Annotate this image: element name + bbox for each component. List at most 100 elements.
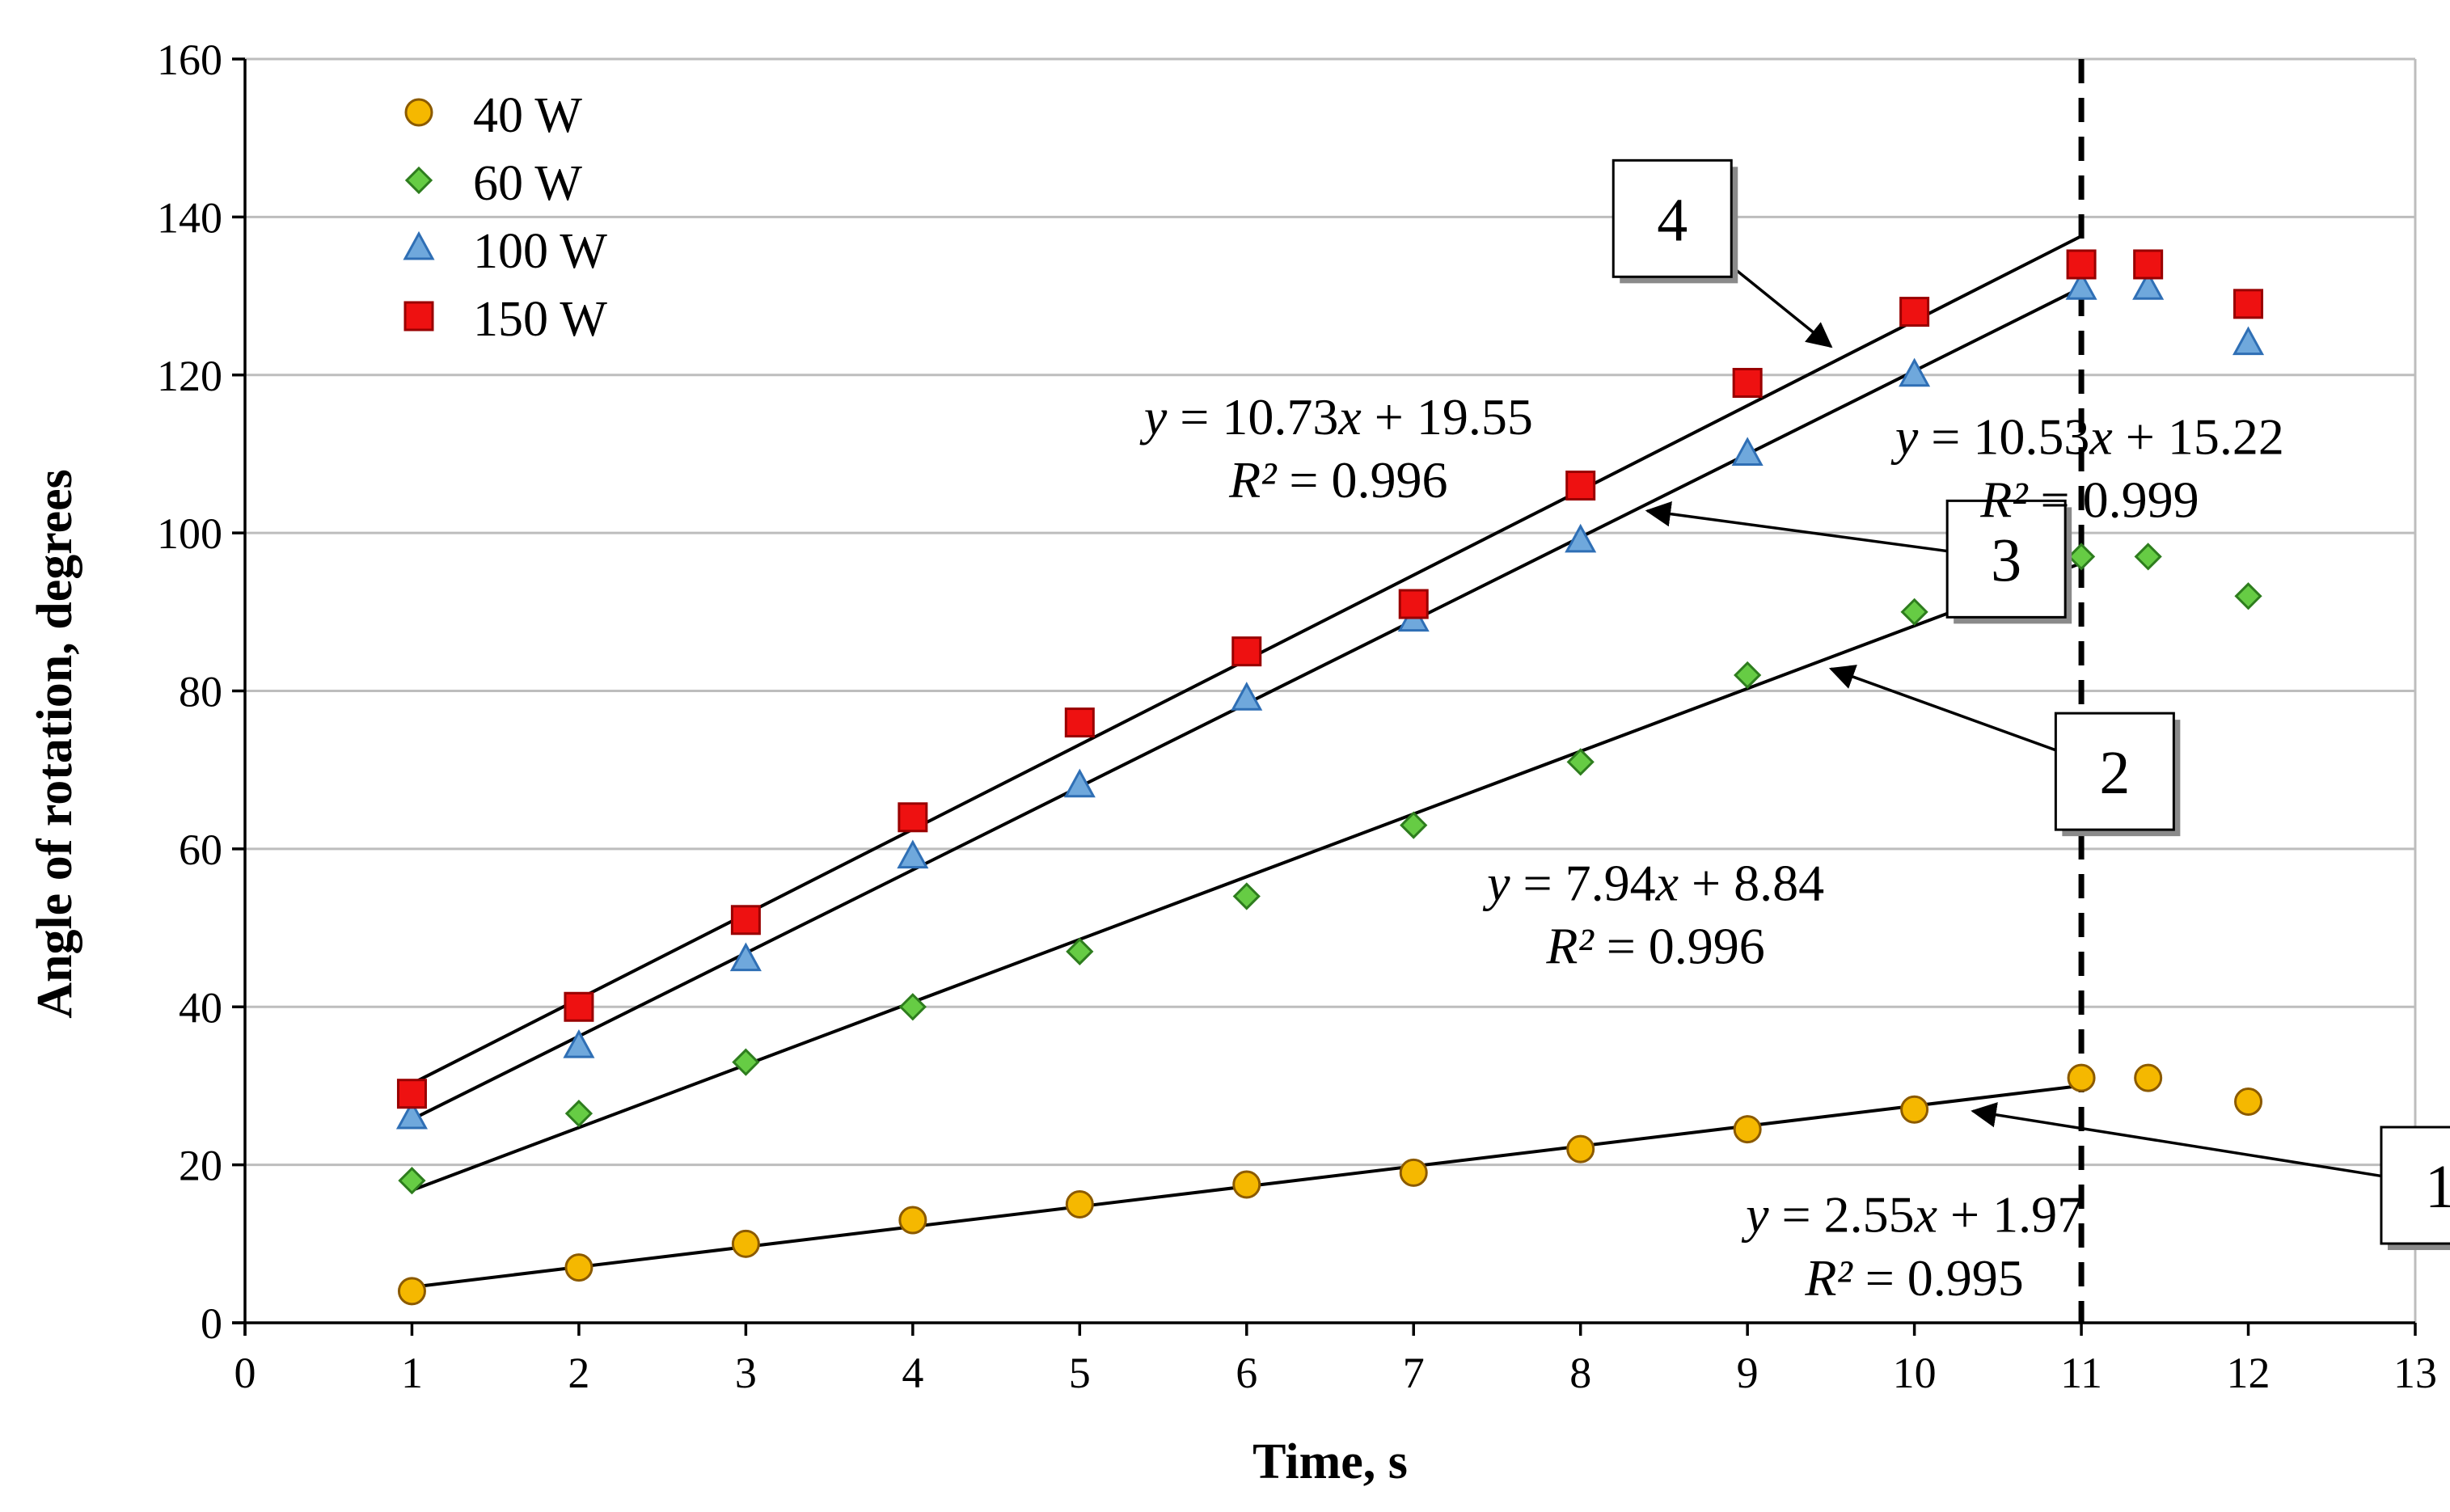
y-tick-label: 140 xyxy=(157,193,222,242)
data-point xyxy=(1899,297,1930,327)
data-point xyxy=(729,942,762,972)
legend-label: 40 W xyxy=(473,88,582,143)
y-tick-label: 40 xyxy=(179,983,222,1032)
equation-y: y xyxy=(1741,1186,1769,1244)
legend-marker xyxy=(404,98,433,127)
data-point xyxy=(1232,882,1261,910)
x-tick-label: 4 xyxy=(902,1349,923,1397)
equation-y: y xyxy=(1482,854,1510,911)
equation-slope: = 10.53 xyxy=(1918,408,2089,465)
data-point xyxy=(1399,1158,1428,1187)
data-point xyxy=(1732,368,1763,399)
data-point xyxy=(731,1229,760,1258)
equation-intercept: + 19.55 xyxy=(1362,388,1533,446)
y-tick-label: 0 xyxy=(201,1299,222,1348)
x-tick-label: 10 xyxy=(1893,1349,1937,1397)
series-150w xyxy=(396,249,2264,1109)
legend-label: 100 W xyxy=(473,224,607,279)
callout-arrow xyxy=(1730,264,1833,348)
equation-intercept: + 1.97 xyxy=(1937,1186,2083,1244)
data-point xyxy=(564,1100,593,1128)
data-point xyxy=(1734,661,1762,690)
legend: 40 W 60 W 100 W 150 W xyxy=(403,88,607,347)
fit-equation: y = 10.73x + 19.55 xyxy=(1139,388,1533,446)
fit-equation: y = 10.53x + 15.22 xyxy=(1890,408,2284,465)
data-point xyxy=(2067,1063,2096,1092)
callout-box xyxy=(1945,499,2067,619)
x-tick-label: 8 xyxy=(1569,1349,1591,1397)
data-point xyxy=(564,1253,593,1282)
data-point xyxy=(2134,1063,2163,1092)
fit-equation: y = 7.94x + 8.84 xyxy=(1482,854,1824,911)
data-point xyxy=(1232,1170,1261,1199)
data-point xyxy=(898,802,928,833)
grid-lines xyxy=(245,57,2417,1323)
equation-intercept: + 15.22 xyxy=(2113,408,2284,465)
x-tick-label: 13 xyxy=(2393,1349,2437,1397)
data-point xyxy=(1566,748,1595,776)
legend-label: 60 W xyxy=(473,156,582,211)
x-tick-label: 3 xyxy=(735,1349,757,1397)
y-tick-label: 20 xyxy=(179,1142,222,1190)
data-point xyxy=(2067,543,2096,571)
y-tick-label: 160 xyxy=(157,36,222,84)
x-tick-label: 9 xyxy=(1737,1349,1759,1397)
equation-x: x xyxy=(1337,388,1361,446)
series-100w xyxy=(395,271,2265,1130)
fit-equation: y = 2.55x + 1.97 xyxy=(1741,1186,2083,1244)
x-tick-label: 11 xyxy=(2060,1349,2102,1397)
r-squared-label: R² xyxy=(1228,451,1278,509)
data-point xyxy=(1565,471,1596,501)
callout-number: 2 xyxy=(2099,739,2130,807)
data-point xyxy=(2233,289,2264,319)
equation-intercept: + 8.84 xyxy=(1679,854,1824,911)
data-point xyxy=(1066,937,1094,965)
r-squared-value: = 0.996 xyxy=(1276,451,1447,509)
r-squared-value: = 0.999 xyxy=(2027,471,2199,529)
y-axis-title: Angle of rotation, degrees xyxy=(27,469,82,1019)
data-point xyxy=(395,1100,428,1130)
callout-arrow xyxy=(1828,665,2056,752)
data-point xyxy=(730,905,761,935)
data-point xyxy=(564,991,594,1022)
data-point xyxy=(2234,582,2262,610)
equation-x: x xyxy=(1655,854,1679,911)
data-point xyxy=(1899,357,1931,387)
x-tick-label: 1 xyxy=(401,1349,423,1397)
data-point xyxy=(396,1079,427,1109)
data-point xyxy=(1566,1134,1595,1164)
series-40w xyxy=(397,1063,2263,1306)
x-tick-label: 12 xyxy=(2227,1349,2270,1397)
fit-r-squared: R² = 0.999 xyxy=(1979,471,2199,529)
data-point xyxy=(398,1167,426,1195)
fit-r-squared: R² = 0.996 xyxy=(1228,451,1447,509)
data-point xyxy=(1398,589,1429,619)
data-point xyxy=(898,1206,927,1235)
y-tick-label: 60 xyxy=(179,826,222,874)
data-point xyxy=(1733,1115,1762,1144)
data-point xyxy=(897,839,929,869)
data-point xyxy=(1231,636,1262,667)
x-tick-label: 2 xyxy=(568,1349,589,1397)
data-point xyxy=(2234,1087,2263,1116)
legend-marker xyxy=(403,230,435,260)
equation-y: y xyxy=(1139,388,1168,446)
data-point xyxy=(1231,682,1263,711)
callout-box xyxy=(1612,158,1733,278)
y-tick-label: 120 xyxy=(157,352,222,400)
data-point xyxy=(1731,437,1764,466)
x-tick-label: 5 xyxy=(1069,1349,1091,1397)
callout-number: 3 xyxy=(1991,526,2021,594)
callout-box xyxy=(2380,1126,2450,1245)
y-tick-label: 100 xyxy=(157,509,222,558)
x-tick-label: 0 xyxy=(234,1349,256,1397)
x-tick-label: 7 xyxy=(1403,1349,1425,1397)
data-point xyxy=(1063,768,1096,798)
data-point xyxy=(2065,271,2097,300)
data-point xyxy=(1064,707,1095,738)
data-point xyxy=(1900,1095,1929,1124)
trend-line xyxy=(411,561,2082,1192)
data-point xyxy=(1400,811,1428,839)
data-point xyxy=(1065,1189,1094,1218)
x-tick-label: 6 xyxy=(1236,1349,1257,1397)
